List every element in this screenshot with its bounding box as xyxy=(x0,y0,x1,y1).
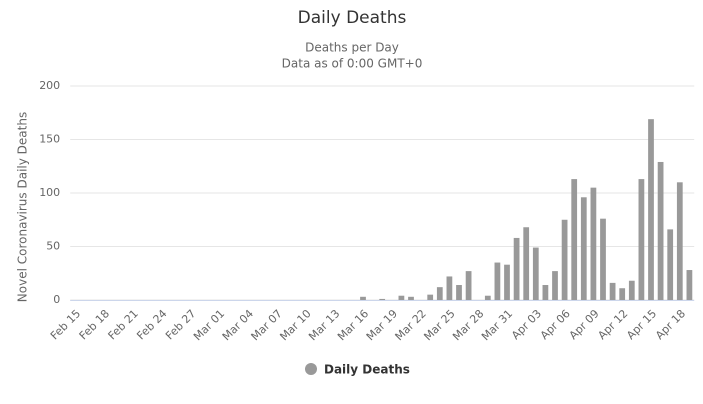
y-tick-label: 200 xyxy=(39,79,60,92)
bar xyxy=(398,295,405,300)
bar xyxy=(600,218,606,300)
y-tick-label: 0 xyxy=(53,293,60,306)
x-tick-label: Feb 21 xyxy=(105,307,140,342)
x-tick-label: Mar 13 xyxy=(306,307,342,343)
bar xyxy=(427,294,434,300)
bar xyxy=(638,179,645,300)
y-axis-label: Novel Coronavirus Daily Deaths xyxy=(16,112,30,302)
legend-marker xyxy=(305,363,317,375)
x-tick-label: Feb 18 xyxy=(77,307,112,342)
x-tick-label: Mar 22 xyxy=(393,307,429,343)
bar xyxy=(484,295,491,300)
x-tick-label: Mar 04 xyxy=(220,307,256,343)
x-tick-label: Mar 01 xyxy=(191,307,227,343)
y-tick-label: 50 xyxy=(46,240,60,253)
x-tick-label: Apr 09 xyxy=(567,307,602,342)
subtitle: Data as of 0:00 GMT+0 xyxy=(282,57,423,71)
y-tick-label: 150 xyxy=(39,133,60,146)
bar xyxy=(667,229,674,300)
bar xyxy=(609,282,616,300)
bar xyxy=(494,262,501,300)
x-tick-label: Feb 24 xyxy=(134,307,169,342)
bar xyxy=(456,285,462,300)
y-tick-label: 100 xyxy=(39,186,60,199)
x-tick-label: Apr 03 xyxy=(509,307,544,342)
bar xyxy=(504,264,510,300)
x-tick-label: Mar 31 xyxy=(479,307,515,343)
bar xyxy=(590,187,597,300)
x-tick-label: Apr 12 xyxy=(595,307,630,342)
bar xyxy=(446,276,453,300)
bar xyxy=(360,296,366,300)
x-tick-label: Apr 06 xyxy=(538,307,573,342)
bar xyxy=(619,288,626,300)
bar xyxy=(465,271,472,300)
x-tick-label: Mar 07 xyxy=(249,307,285,343)
x-tick-label: Mar 19 xyxy=(364,307,400,343)
bar xyxy=(686,270,693,300)
bar xyxy=(648,119,654,300)
bar xyxy=(561,219,568,300)
x-tick-label: Apr 18 xyxy=(653,307,688,342)
bar xyxy=(580,197,587,300)
bar xyxy=(676,182,683,300)
bar xyxy=(523,227,530,300)
x-tick-label: Mar 25 xyxy=(421,307,457,343)
chart-title: Daily Deaths xyxy=(298,8,407,28)
subtitle: Deaths per Day xyxy=(305,41,399,55)
bar xyxy=(513,237,520,300)
x-tick-label: Feb 15 xyxy=(48,307,83,342)
bar xyxy=(657,161,664,300)
legend-label: Daily Deaths xyxy=(324,363,410,377)
bar xyxy=(628,280,635,300)
bar xyxy=(571,179,578,300)
x-tick-label: Apr 15 xyxy=(624,307,659,342)
bar xyxy=(542,285,549,300)
bar xyxy=(436,287,443,300)
x-tick-label: Mar 16 xyxy=(335,307,371,343)
bar xyxy=(552,271,558,300)
bar xyxy=(408,296,414,300)
x-tick-label: Mar 28 xyxy=(450,307,486,343)
x-tick-label: Mar 10 xyxy=(277,307,313,343)
bar xyxy=(379,298,386,300)
bar xyxy=(532,247,539,300)
